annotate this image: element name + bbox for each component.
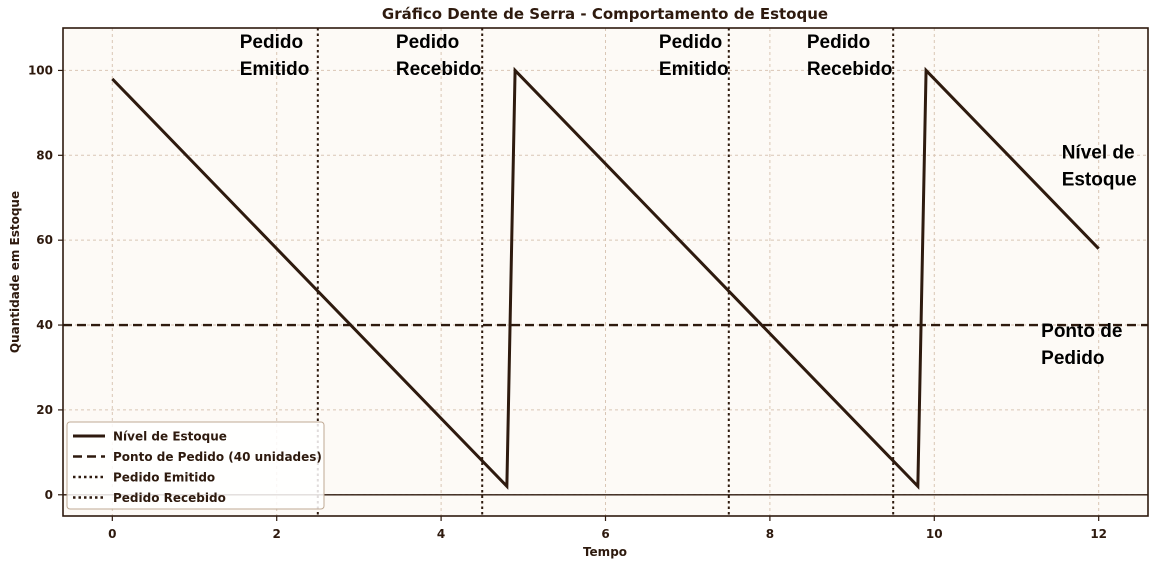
annotation-text-line: Estoque xyxy=(1062,170,1137,191)
y-tick-label: 40 xyxy=(36,318,53,332)
y-tick-label: 100 xyxy=(28,63,53,77)
y-tick-label: 60 xyxy=(36,233,53,247)
annotation-label: Ponto de Pedido xyxy=(1041,321,1122,369)
legend-label: Nível de Estoque xyxy=(113,430,227,444)
x-tick-label: 8 xyxy=(766,527,774,541)
legend-label: Pedido Recebido xyxy=(113,491,226,505)
legend-label: Pedido Emitido xyxy=(113,471,215,485)
y-tick-label: 0 xyxy=(45,488,53,502)
annotation-text-line: Pedido xyxy=(1041,348,1104,369)
y-tick-label: 20 xyxy=(36,403,53,417)
chart-title: Gráfico Dente de Serra - Comportamento d… xyxy=(382,5,828,23)
x-tick-label: 2 xyxy=(273,527,281,541)
annotation-text-line: Ponto de xyxy=(1041,321,1122,342)
annotation-text-line: Pedido xyxy=(240,32,303,53)
annotation-label: Pedido Emitido xyxy=(240,32,310,80)
annotation-text-line: Nível de xyxy=(1062,143,1135,164)
annotation-text-line: Recebido xyxy=(807,59,893,80)
x-tick-label: 4 xyxy=(437,527,445,541)
annotation-text-line: Recebido xyxy=(396,59,482,80)
plot-frame xyxy=(62,27,1149,517)
annotation-label: Pedido Recebido xyxy=(396,32,482,80)
x-axis-label: Tempo xyxy=(583,545,627,559)
inventory-level-line xyxy=(111,66,1100,490)
x-tick-label: 12 xyxy=(1090,527,1107,541)
x-tick-label: 0 xyxy=(108,527,116,541)
legend: Nível de Estoque Ponto de Pedido (40 unid… xyxy=(66,421,325,510)
annotation-label: Pedido Emitido xyxy=(659,32,729,80)
annotation-text-line: Emitido xyxy=(240,59,310,80)
annotations: Pedido Emitido Pedido Recebido Pedido Emitido… xyxy=(240,32,1137,369)
annotation-text-line: Pedido xyxy=(659,32,722,53)
annotation-label: Pedido Recebido xyxy=(807,32,893,80)
series xyxy=(111,66,1100,490)
y-axis-label: Quantidade em Estoque xyxy=(8,191,22,353)
x-tick-label: 10 xyxy=(926,527,943,541)
annotation-text-line: Pedido xyxy=(396,32,459,53)
annotation-text-line: Pedido xyxy=(807,32,870,53)
annotation-label: Nível de Estoque xyxy=(1062,143,1137,191)
ticks: 0 2 4 6 8 10 12 0 20 40 60 80 100 xyxy=(28,63,1107,541)
legend-box xyxy=(66,421,325,510)
legend-label: Ponto de Pedido (40 unidades) xyxy=(113,450,322,464)
y-tick-label: 80 xyxy=(36,148,53,162)
x-tick-label: 6 xyxy=(601,527,609,541)
annotation-text-line: Emitido xyxy=(659,59,729,80)
